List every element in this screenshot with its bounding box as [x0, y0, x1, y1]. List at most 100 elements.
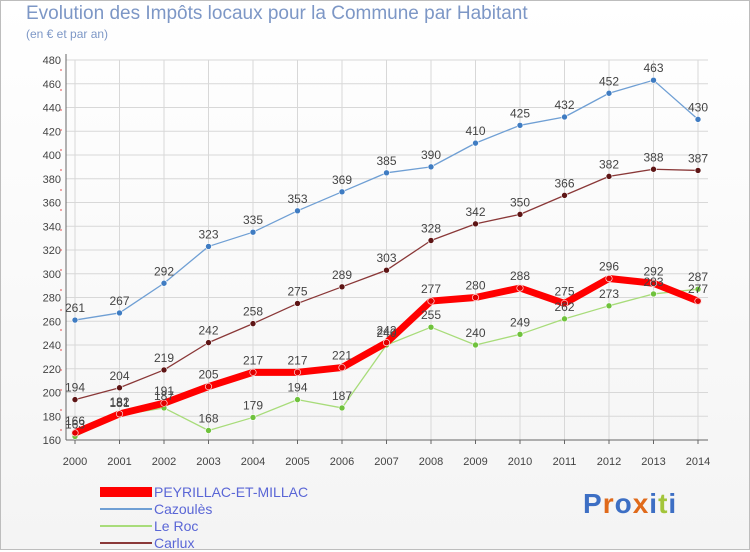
- chart-subtitle: (en € et par an): [26, 27, 109, 41]
- data-label: 187: [332, 389, 352, 403]
- data-label: 277: [421, 282, 441, 296]
- data-label: 242: [198, 324, 218, 338]
- data-label: 432: [554, 98, 574, 112]
- data-point: [472, 139, 479, 147]
- data-point: [71, 316, 79, 324]
- legend-swatch: [100, 508, 152, 510]
- y-tick-label: 240: [43, 340, 61, 352]
- series-layer: [71, 76, 702, 440]
- legend-swatch: [100, 542, 152, 544]
- data-point: [649, 279, 657, 287]
- data-label: 323: [198, 227, 218, 241]
- data-point: [561, 192, 568, 199]
- data-point: [338, 188, 346, 196]
- data-point: [427, 297, 435, 305]
- data-label: 191: [154, 384, 174, 398]
- data-label: 410: [465, 124, 485, 138]
- data-label: 261: [65, 301, 85, 315]
- data-label: 385: [376, 154, 396, 168]
- data-point: [205, 427, 212, 434]
- data-point: [249, 368, 257, 376]
- data-point: [294, 300, 301, 307]
- x-tick-label: 2000: [63, 456, 87, 468]
- data-point: [382, 339, 390, 347]
- data-label: 388: [643, 150, 663, 164]
- x-tick-label: 2001: [107, 456, 131, 468]
- data-label: 163: [65, 417, 85, 431]
- data-point: [694, 116, 702, 123]
- data-label: 219: [154, 351, 174, 365]
- data-point: [516, 331, 524, 338]
- data-point: [338, 364, 346, 372]
- data-point: [427, 237, 435, 244]
- y-tick-label: 260: [43, 316, 61, 328]
- y-tick-label: 160: [43, 435, 61, 447]
- data-label: 267: [109, 294, 129, 308]
- data-label: 277: [688, 282, 708, 296]
- data-point: [605, 302, 613, 310]
- data-point: [516, 284, 524, 292]
- x-tick-label: 2004: [241, 456, 265, 468]
- data-label: 328: [421, 222, 441, 236]
- data-label: 287: [688, 270, 708, 284]
- data-label: 204: [109, 369, 129, 383]
- data-label: 179: [243, 398, 263, 412]
- x-tick-label: 2006: [330, 456, 354, 468]
- data-label: 335: [243, 213, 263, 227]
- y-tick-label: 300: [43, 269, 61, 281]
- legend-label: Le Roc: [154, 518, 199, 534]
- data-label: 288: [510, 269, 530, 283]
- data-point: [650, 290, 657, 298]
- data-point: [561, 315, 568, 323]
- data-point: [249, 414, 257, 421]
- data-label: 205: [198, 368, 218, 382]
- logo-letter: P: [583, 488, 603, 519]
- data-label: 342: [465, 205, 485, 219]
- legend-label: Carlux: [154, 535, 195, 551]
- legend-label: Cazoulès: [154, 501, 213, 517]
- data-label: 280: [465, 279, 485, 293]
- data-label: 425: [510, 106, 530, 120]
- x-tick-label: 2005: [285, 456, 309, 468]
- y-tick-label: 400: [43, 150, 61, 162]
- data-point: [160, 366, 168, 374]
- data-point: [294, 207, 301, 215]
- data-point: [160, 279, 168, 287]
- data-point: [71, 396, 79, 403]
- y-tick-label: 420: [43, 126, 61, 138]
- logo-letter: x: [632, 488, 650, 519]
- data-point: [427, 323, 435, 331]
- data-label: 166: [65, 414, 85, 428]
- data-point: [338, 283, 346, 291]
- data-point: [249, 320, 257, 327]
- y-tick-label: 460: [43, 79, 61, 91]
- data-label: 283: [643, 275, 663, 289]
- data-point: [427, 163, 435, 171]
- x-tick-label: 2011: [553, 456, 577, 468]
- data-label: 289: [332, 268, 352, 282]
- y-tick-label: 200: [43, 388, 61, 400]
- y-tick-label: 360: [43, 198, 61, 210]
- x-tick-label: 2012: [597, 456, 621, 468]
- data-label: 369: [332, 173, 352, 187]
- data-label: 382: [599, 157, 619, 171]
- axis-layer: 160 180 200 220 240 260 280 300 320 340 360 380 400 4…: [43, 54, 710, 468]
- data-point: [205, 339, 212, 346]
- data-label: 463: [643, 61, 663, 75]
- data-point: [650, 76, 657, 84]
- y-tick-label: 480: [43, 55, 61, 67]
- data-label: 168: [198, 412, 218, 426]
- data-label: 292: [643, 264, 663, 278]
- data-point: [205, 243, 212, 250]
- data-label: 187: [154, 389, 174, 403]
- data-point: [294, 396, 301, 403]
- logo-letter: i: [668, 488, 678, 519]
- data-label: 258: [243, 305, 263, 319]
- x-tick-label: 2008: [419, 456, 443, 468]
- data-point: [249, 228, 257, 236]
- data-point: [471, 293, 479, 301]
- legend-swatch: [100, 487, 152, 497]
- data-label: 182: [109, 395, 129, 409]
- data-label: 275: [287, 284, 307, 298]
- data-label: 275: [554, 284, 574, 298]
